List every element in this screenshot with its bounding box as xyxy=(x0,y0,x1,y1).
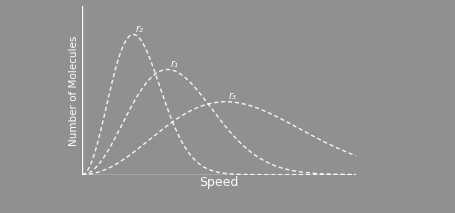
X-axis label: Speed: Speed xyxy=(199,176,238,189)
Text: r₃: r₃ xyxy=(228,91,236,101)
Y-axis label: Number of Molecules: Number of Molecules xyxy=(69,35,79,146)
Text: r₁: r₁ xyxy=(170,59,178,69)
Text: r₂: r₂ xyxy=(136,24,144,34)
